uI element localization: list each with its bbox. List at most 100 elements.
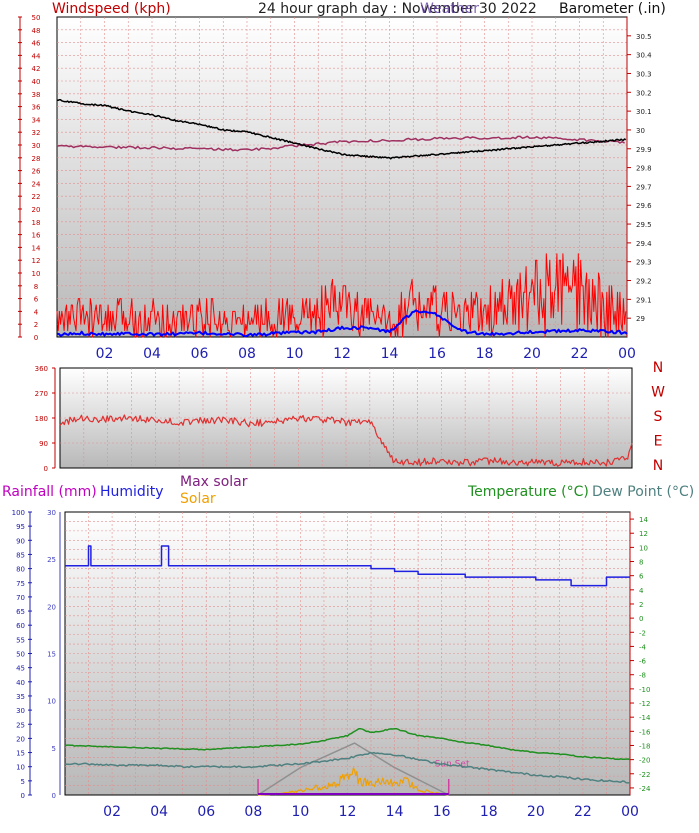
- compass-label-w: W: [651, 385, 665, 401]
- series-humidity: [65, 545, 630, 587]
- windspeed-tick-label: 0: [34, 334, 38, 342]
- humidity-tick-label: 70: [16, 594, 25, 602]
- humidity-tick-label: 60: [16, 622, 25, 630]
- temperature-tick-label: -22: [639, 771, 650, 779]
- wind-x-tick-label: 04: [143, 346, 161, 362]
- windspeed-tick-label: 10: [32, 270, 41, 278]
- compass-label-s: S: [654, 409, 663, 425]
- wind-x-tick-label: 18: [476, 346, 494, 362]
- wind-x-tick-label: 20: [523, 346, 541, 362]
- humidity-tick-label: 0: [21, 792, 25, 800]
- humidity-tick-label: 25: [16, 721, 25, 729]
- windspeed-tick-label: 30: [32, 142, 41, 150]
- humidity-tick-label: 45: [16, 665, 25, 673]
- barometer-tick-label: 30.2: [636, 89, 652, 97]
- humidity-tick-label: 65: [16, 608, 25, 616]
- humidity-tick-label: 80: [16, 566, 25, 574]
- windspeed-tick-label: 40: [32, 78, 41, 86]
- temperature-tick-label: -16: [639, 728, 651, 736]
- legend-max-solar: Max solar: [180, 474, 248, 490]
- direction-tick-label: 360: [35, 365, 48, 373]
- legend-temperature: Temperature (°C): [467, 484, 589, 500]
- series-wind-line: [56, 135, 625, 152]
- windspeed-tick-label: 24: [32, 180, 41, 188]
- series-wind-average: [56, 309, 628, 338]
- wind-x-tick-label: 06: [191, 346, 209, 362]
- temperature-tick-label: -20: [639, 757, 650, 765]
- wind-x-tick-label: 22: [571, 346, 589, 362]
- windspeed-tick-label: 2: [34, 321, 38, 329]
- rainfall-tick-label: 5: [52, 745, 56, 753]
- barometer-tick-label: 30.4: [636, 52, 652, 60]
- wind-x-tick-label: 02: [96, 346, 114, 362]
- windspeed-tick-label: 28: [32, 155, 41, 163]
- windspeed-tick-label: 38: [32, 91, 41, 99]
- wind-x-tick-label: 08: [238, 346, 256, 362]
- humidity-tick-label: 85: [16, 551, 25, 559]
- windspeed-tick-label: 18: [32, 219, 41, 227]
- climate-x-tick-label: 20: [527, 804, 545, 820]
- compass-label-n: N: [653, 458, 663, 474]
- wind-x-tick-label: 14: [381, 346, 399, 362]
- temperature-tick-label: -14: [639, 714, 651, 722]
- humidity-tick-label: 40: [16, 679, 25, 687]
- temperature-tick-label: 4: [639, 587, 644, 595]
- rainfall-tick-label: 25: [47, 556, 56, 564]
- temperature-tick-label: 2: [639, 601, 643, 609]
- temperature-tick-label: -6: [639, 658, 647, 666]
- rainfall-tick-label: 10: [47, 698, 56, 706]
- rainfall-tick-label: 0: [52, 792, 56, 800]
- climate-x-tick-label: 22: [574, 804, 592, 820]
- climate-x-tick-label: 18: [480, 804, 498, 820]
- barometer-tick-label: 30.3: [636, 70, 652, 78]
- legend-humidity: Humidity: [100, 484, 163, 500]
- humidity-tick-label: 35: [16, 693, 25, 701]
- climate-x-tick-label: 06: [197, 804, 215, 820]
- barometer-tick-label: 29.4: [636, 240, 652, 248]
- direction-tick-label: 0: [44, 465, 48, 473]
- rainfall-tick-label: 20: [47, 603, 56, 611]
- barometer-tick-label: 29.2: [636, 278, 652, 286]
- barometer-tick-label: 30.5: [636, 33, 652, 41]
- windspeed-tick-label: 4: [34, 308, 39, 316]
- temperature-tick-label: -8: [639, 672, 646, 680]
- climate-x-tick-label: 16: [433, 804, 451, 820]
- temperature-tick-label: 8: [639, 559, 643, 567]
- windspeed-tick-label: 42: [32, 65, 41, 73]
- series-max-solar: [257, 742, 450, 796]
- humidity-tick-label: 90: [16, 537, 25, 545]
- climate-x-tick-label: 08: [244, 804, 262, 820]
- climate-x-tick-label: 02: [103, 804, 121, 820]
- barometer-tick-label: 29.1: [636, 296, 652, 304]
- wind-x-tick-label: 12: [333, 346, 351, 362]
- series-barometer: [56, 98, 627, 160]
- windspeed-tick-label: 6: [34, 296, 39, 304]
- rainfall-tick-label: 30: [47, 509, 56, 517]
- windspeed-tick-label: 20: [32, 206, 41, 214]
- direction-tick-label: 270: [35, 390, 48, 398]
- weather-overlay-title: Weather: [420, 1, 479, 17]
- humidity-tick-label: 55: [16, 636, 25, 644]
- windspeed-tick-label: 44: [32, 52, 41, 60]
- barometer-tick-label: 29.7: [636, 183, 652, 191]
- barometer-tick-label: 29.3: [636, 259, 652, 267]
- wind-x-tick-label: 00: [618, 346, 636, 362]
- windspeed-tick-label: 46: [32, 40, 41, 48]
- windspeed-tick-label: 8: [34, 283, 38, 291]
- windspeed-tick-label: 12: [32, 257, 41, 265]
- windspeed-tick-label: 34: [32, 116, 41, 124]
- temperature-tick-label: -18: [639, 742, 650, 750]
- temperature-tick-label: -24: [639, 785, 651, 793]
- wind-x-tick-label: 16: [428, 346, 446, 362]
- humidity-tick-label: 5: [21, 778, 25, 786]
- temperature-tick-label: 6: [639, 573, 644, 581]
- climate-x-tick-label: 10: [292, 804, 310, 820]
- temperature-tick-label: 14: [639, 516, 648, 524]
- temperature-tick-label: 12: [639, 530, 648, 538]
- series-solar: [257, 767, 448, 796]
- humidity-tick-label: 15: [16, 750, 25, 758]
- humidity-tick-label: 20: [16, 735, 25, 743]
- barometer-tick-label: 29.6: [636, 202, 652, 210]
